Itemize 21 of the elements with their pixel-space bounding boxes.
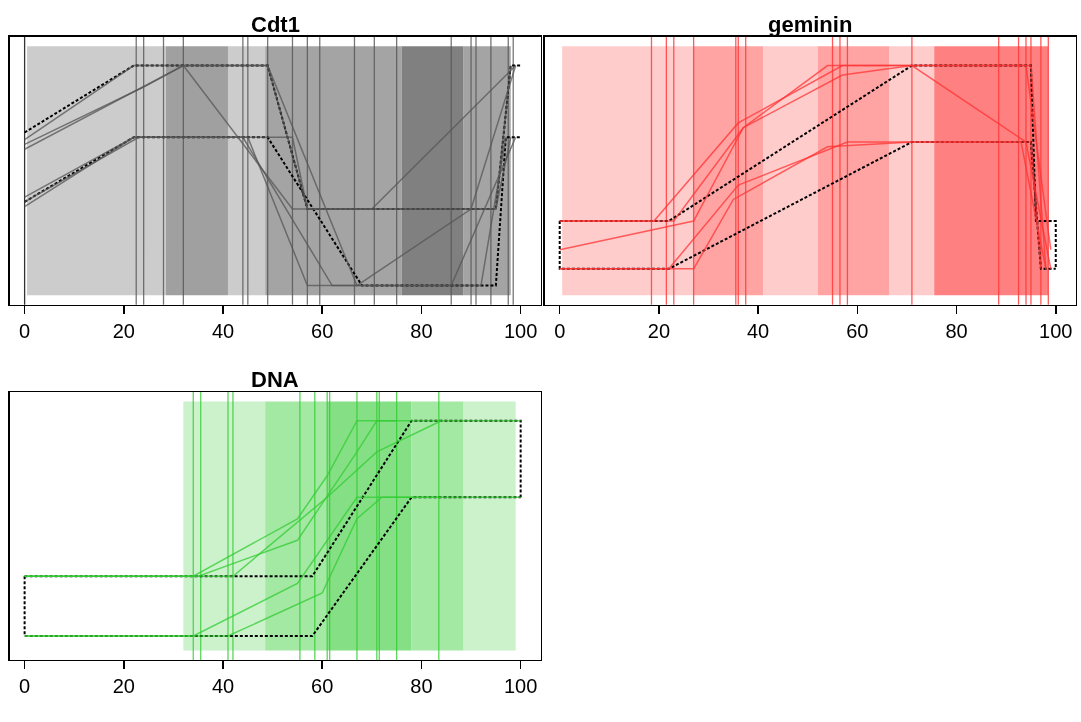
x-tick-label: 0	[554, 320, 566, 343]
x-tick-label: 100	[503, 675, 538, 698]
x-tick-label: 0	[19, 320, 31, 343]
x-tick-label: 60	[311, 675, 334, 698]
chart-title: DNA	[251, 367, 299, 392]
x-tick-label: 20	[112, 675, 135, 698]
x-tick-label: 80	[410, 675, 433, 698]
chart-title: geminin	[768, 12, 853, 37]
x-tick-label: 60	[311, 320, 334, 343]
x-tick-label: 40	[211, 675, 235, 698]
x-tick-label: 80	[945, 320, 968, 343]
chart-title: Cdt1	[251, 12, 300, 37]
x-tick-label: 40	[211, 320, 235, 343]
x-tick-label: 100	[503, 320, 538, 343]
x-tick-label: 100	[1039, 320, 1073, 343]
x-tick-label: 20	[112, 320, 135, 343]
x-tick-label: 80	[410, 320, 433, 343]
x-tick-label: 40	[747, 320, 770, 343]
x-tick-label: 60	[846, 320, 869, 343]
x-tick-label: 20	[647, 320, 671, 343]
x-tick-label: 0	[19, 675, 31, 698]
